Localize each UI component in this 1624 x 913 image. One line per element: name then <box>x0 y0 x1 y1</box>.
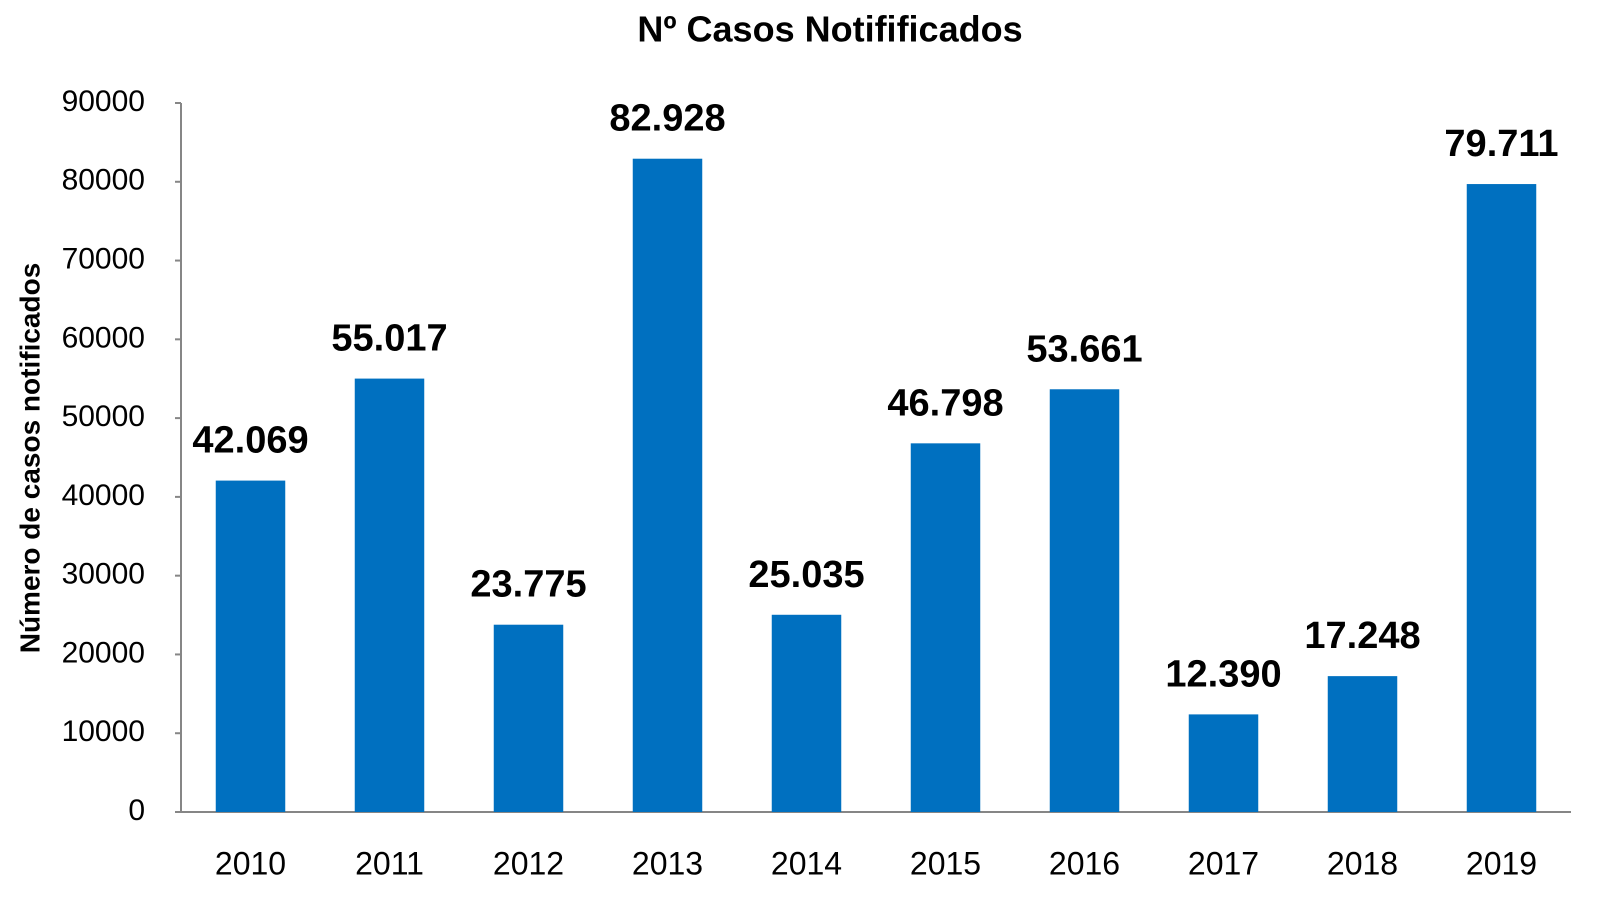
value-label: 79.711 <box>1444 123 1558 165</box>
chart-title: Nº Casos Notifificados <box>637 9 1022 50</box>
y-tick-label: 0 <box>128 794 145 827</box>
bar <box>215 480 286 812</box>
value-label: 46.798 <box>887 382 1003 424</box>
value-label: 53.661 <box>1026 328 1142 370</box>
bar <box>632 158 703 812</box>
y-tick-label: 30000 <box>62 558 145 591</box>
x-tick-label: 2014 <box>771 845 842 881</box>
value-label: 12.390 <box>1165 653 1281 695</box>
y-tick-label: 40000 <box>62 479 145 512</box>
x-tick-label: 2010 <box>215 845 286 881</box>
bar <box>910 443 981 812</box>
value-label: 55.017 <box>331 318 447 360</box>
y-tick-label: 20000 <box>62 636 145 669</box>
value-label: 17.248 <box>1304 615 1420 657</box>
y-tick-label: 70000 <box>62 242 145 275</box>
bar <box>1049 389 1120 812</box>
value-label: 23.775 <box>470 564 586 606</box>
bar <box>493 624 564 812</box>
y-tick-label: 10000 <box>62 715 145 748</box>
value-label: 42.069 <box>192 420 308 462</box>
x-tick-label: 2011 <box>355 845 424 881</box>
bar <box>1327 676 1398 812</box>
y-tick-label: 60000 <box>62 321 145 354</box>
bar <box>1466 184 1537 813</box>
y-tick-label: 80000 <box>62 164 145 197</box>
value-label: 82.928 <box>609 98 725 140</box>
bar <box>1188 714 1259 812</box>
value-label: 25.035 <box>748 554 864 596</box>
x-tick-label: 2015 <box>910 845 981 881</box>
x-tick-label: 2016 <box>1049 845 1120 881</box>
y-axis-label: Número de casos notificados <box>14 263 45 654</box>
x-tick-label: 2019 <box>1466 845 1537 881</box>
x-tick-label: 2017 <box>1188 845 1259 881</box>
bar <box>354 378 425 812</box>
x-tick-label: 2013 <box>632 845 703 881</box>
x-tick-label: 2018 <box>1327 845 1398 881</box>
x-tick-label: 2012 <box>493 845 564 881</box>
y-tick-label: 50000 <box>62 400 145 433</box>
bar <box>771 614 842 812</box>
y-tick-label: 90000 <box>62 85 145 118</box>
